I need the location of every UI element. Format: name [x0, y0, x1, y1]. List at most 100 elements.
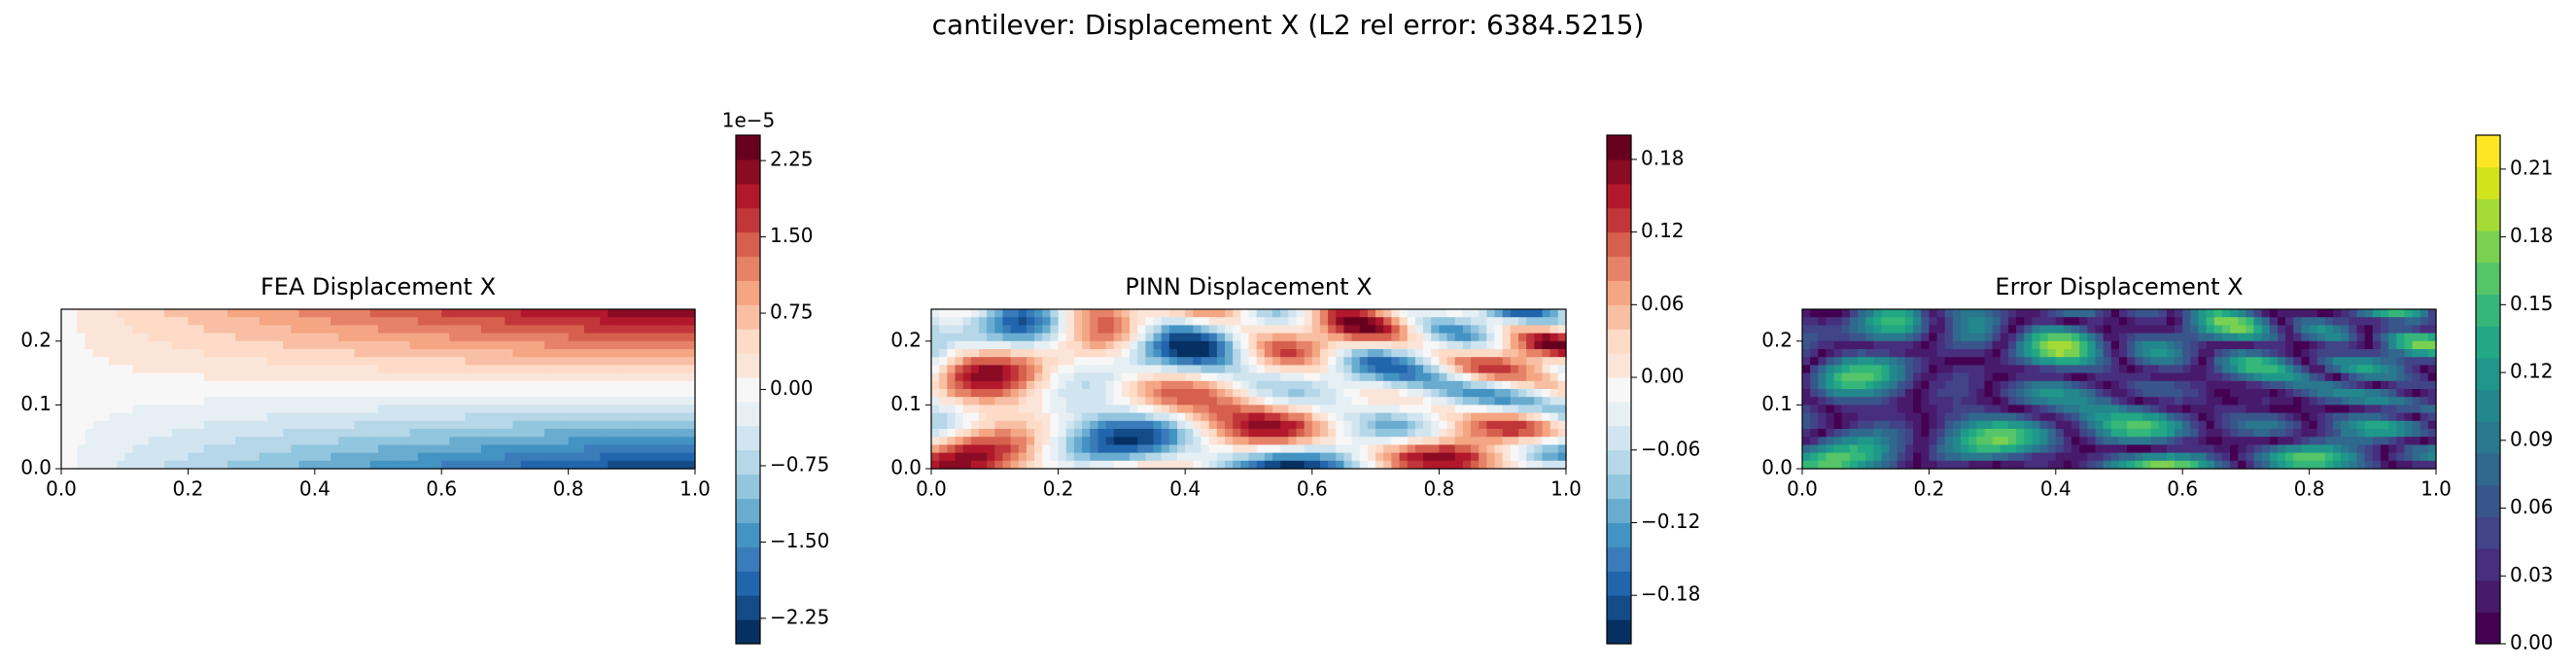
contour-cell [1810, 380, 1819, 390]
contour-cell [1534, 389, 1544, 398]
contour-cell [1526, 333, 1535, 342]
contour-cell [1549, 372, 1559, 382]
contour-cell [291, 340, 300, 350]
contour-cell [512, 333, 522, 342]
contour-cell [2364, 437, 2374, 445]
contour-cell [1311, 437, 1321, 445]
contour-cell [1471, 389, 1479, 398]
contour-cell [417, 333, 427, 342]
contour-cell [962, 365, 972, 374]
contour-cell [1968, 452, 1977, 462]
contour-cell [227, 365, 236, 374]
contour-cell [2412, 452, 2421, 462]
contour-cell [266, 389, 276, 398]
contour-cell [2238, 389, 2246, 398]
contour-cell [1002, 420, 1012, 430]
contour-cell [528, 380, 538, 390]
contour-cell [1264, 317, 1273, 326]
contour-cell [1367, 452, 1376, 462]
contour-cell [156, 380, 165, 390]
contour-cell [1557, 333, 1567, 342]
contour-cell [465, 429, 474, 438]
contour-cell [1502, 357, 1512, 366]
contour-cell [1849, 405, 1859, 414]
contour-cell [2119, 429, 2128, 438]
contour-cell [1240, 309, 1250, 318]
contour-cell [243, 444, 253, 454]
contour-cell [2309, 429, 2318, 438]
contour-cell [1264, 365, 1273, 374]
contour-cell [1105, 365, 1115, 374]
contour-cell [1002, 452, 1012, 462]
contour-cell [77, 405, 87, 414]
contour-cell [425, 365, 435, 374]
contour-cell [1383, 412, 1393, 422]
contour-cell [2419, 437, 2429, 445]
contour-cell [2278, 452, 2286, 462]
contour-cell [962, 380, 972, 390]
colorbar-band [2476, 580, 2500, 613]
contour-cell [1359, 317, 1369, 326]
contour-cell [2016, 429, 2025, 438]
contour-cell [2039, 365, 2049, 374]
contour-cell [1201, 357, 1210, 366]
contour-cell [2150, 420, 2160, 430]
contour-cell [1921, 437, 1930, 445]
colorbar-band [1607, 498, 1631, 523]
contour-cell [2356, 389, 2366, 398]
contour-cell [1518, 437, 1527, 445]
contour-cell [369, 340, 379, 350]
contour-cell [77, 420, 87, 430]
contour-cell [1351, 340, 1361, 350]
contour-cell [2135, 325, 2144, 335]
contour-cell [2166, 365, 2176, 374]
contour-cell [639, 325, 648, 335]
contour-cell [1050, 317, 1060, 326]
contour-cell [132, 429, 142, 438]
contour-cell [931, 444, 940, 454]
contour-cell [1026, 437, 1035, 445]
contour-cell [2190, 460, 2200, 470]
contour-cell [2190, 405, 2200, 414]
contour-cell [608, 405, 617, 414]
contour-cell [2412, 460, 2421, 470]
contour-cell [140, 317, 150, 326]
contour-cell [1026, 309, 1035, 318]
contour-cell [2356, 412, 2366, 422]
contour-cell [931, 429, 940, 438]
contour-cell [259, 405, 268, 414]
contour-cell [608, 372, 617, 382]
contour-cell [1121, 317, 1131, 326]
contour-cell [2016, 333, 2025, 342]
contour-cell [1534, 444, 1544, 454]
contour-cell [1929, 317, 1938, 326]
contour-cell [1818, 429, 1828, 438]
contour-cell [1826, 412, 1835, 422]
contour-cell [2016, 444, 2025, 454]
contour-cell [1961, 444, 1969, 454]
contour-cell [2016, 349, 2025, 358]
contour-cell [1802, 452, 1811, 462]
contour-cell [163, 397, 173, 406]
contour-cell [1518, 365, 1527, 374]
contour-cell [211, 389, 221, 398]
contour-cell [180, 452, 189, 462]
contour-cell [77, 372, 87, 382]
contour-cell [671, 460, 680, 470]
contour-cell [1423, 420, 1432, 430]
contour-cell [1446, 397, 1456, 406]
contour-cell [195, 325, 205, 335]
colorbar-band [736, 159, 760, 185]
contour-cell [1479, 340, 1487, 350]
contour-cell [2190, 365, 2200, 374]
contour-cell [1881, 380, 1891, 390]
contour-cell [1026, 405, 1035, 414]
contour-cell [1936, 389, 1946, 398]
contour-cell [671, 429, 680, 438]
contour-cell [1802, 429, 1811, 438]
contour-cell [480, 333, 490, 342]
contour-cell [2419, 325, 2429, 335]
contour-cell [2261, 325, 2271, 335]
contour-cell [2364, 349, 2374, 358]
contour-cell [69, 365, 78, 374]
